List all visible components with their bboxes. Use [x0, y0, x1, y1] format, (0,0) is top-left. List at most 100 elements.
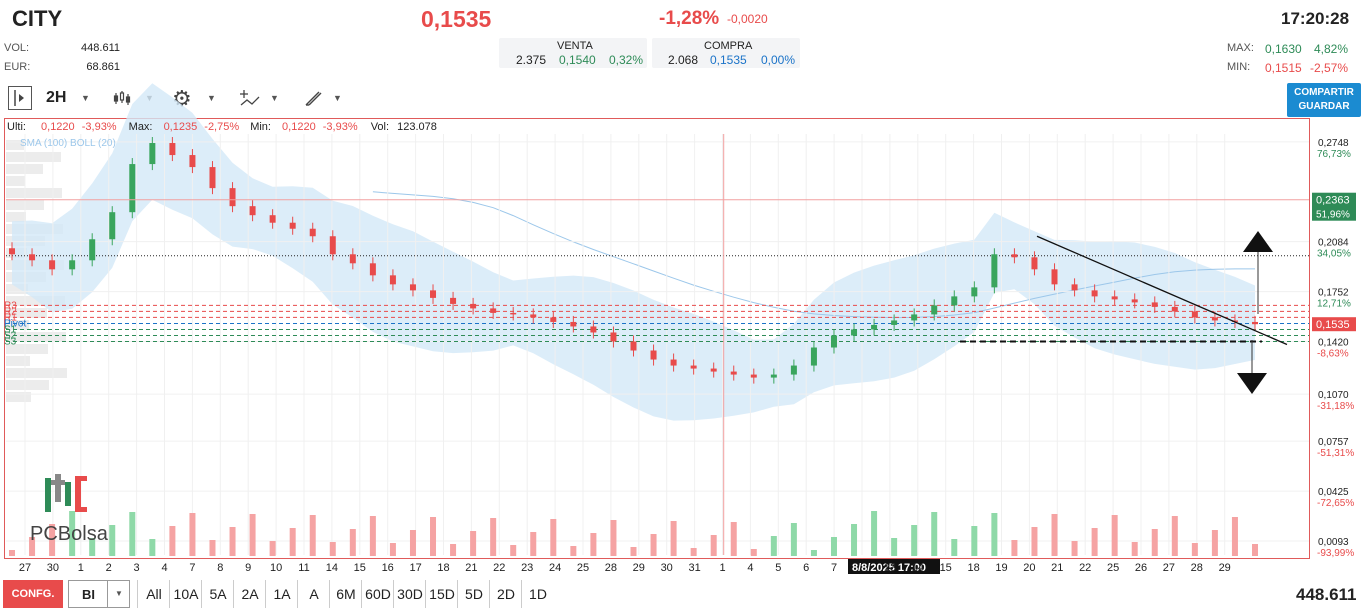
- change-percent: -1,28%: [659, 8, 720, 29]
- chevron-down-icon[interactable]: ▼: [333, 93, 342, 103]
- y-tick-label: 0,1070: [1318, 390, 1349, 401]
- candle-body: [470, 303, 477, 309]
- overlay-legend: SMA (100) BOLL (20): [20, 138, 116, 149]
- period-button-6m[interactable]: 6M: [329, 580, 362, 608]
- volume-profile-bar: [6, 152, 61, 162]
- x-tick-label: 13: [884, 562, 896, 574]
- volume-profile-bar: [6, 188, 62, 198]
- info-bar: Ulti: 0,1220 -3,93% Max: 0,1235 -2,75% M…: [7, 121, 437, 133]
- candle-body: [1111, 296, 1118, 300]
- candle-body: [690, 365, 697, 369]
- pivot-label: R3: [4, 300, 17, 311]
- volume-bar: [1131, 542, 1138, 556]
- candle-body: [750, 374, 757, 378]
- logo-text: PCBolsa: [30, 523, 108, 545]
- volume-bar: [1191, 543, 1198, 556]
- candle-body: [9, 248, 15, 255]
- period-button-all[interactable]: All: [137, 580, 170, 608]
- compra-price: 0,1535: [710, 53, 747, 67]
- x-tick-label: 28: [1191, 562, 1203, 574]
- volume-profile-bar: [6, 332, 66, 342]
- volume-profile-bar: [6, 392, 31, 402]
- mode-divider: [107, 581, 108, 607]
- config-button[interactable]: CONFG.: [3, 580, 63, 608]
- x-tick-label: 1: [78, 562, 84, 574]
- max-label: MAX:: [1227, 42, 1254, 54]
- volume-bar: [750, 549, 757, 556]
- indicators-icon[interactable]: [239, 88, 261, 113]
- volume-bar: [470, 531, 477, 556]
- trend-line: [1036, 235, 1288, 346]
- period-button-30d[interactable]: 30D: [393, 580, 426, 608]
- max-value: 0,1235: [163, 121, 198, 133]
- period-button-2a[interactable]: 2A: [233, 580, 266, 608]
- candle-body: [1051, 269, 1058, 285]
- candle-body: [209, 167, 216, 189]
- save-label: GUARDAR: [1298, 101, 1350, 112]
- pivot-label: Pivot: [4, 318, 26, 329]
- candle-body: [1071, 284, 1078, 291]
- share-save-button[interactable]: COMPARTIR GUARDAR: [1287, 83, 1361, 117]
- chevron-down-icon[interactable]: ▼: [207, 93, 216, 103]
- x-tick-label: 15: [354, 562, 366, 574]
- volume-bar: [309, 515, 316, 556]
- candle-body: [931, 305, 938, 315]
- candle-body: [1252, 321, 1258, 325]
- candles-icon[interactable]: [113, 89, 133, 112]
- x-tick-label: 26: [1135, 562, 1147, 574]
- candle-body: [149, 143, 156, 165]
- interval-select[interactable]: 2H: [46, 89, 67, 106]
- x-tick-label: 29: [633, 562, 645, 574]
- volume-bar: [830, 537, 837, 556]
- period-button-1d[interactable]: 1D: [521, 580, 554, 608]
- y-tick-label: 0,0425: [1318, 487, 1349, 498]
- volume-profile-bar: [6, 212, 26, 222]
- period-button-60d[interactable]: 60D: [361, 580, 394, 608]
- candle-body: [570, 321, 577, 327]
- volume-bar: [810, 550, 817, 556]
- vol-value: 123.078: [397, 121, 437, 133]
- min-value: 0,1220: [282, 121, 316, 133]
- x-tick-label: 2: [106, 562, 112, 574]
- volume-bar: [1171, 516, 1178, 556]
- period-button-15d[interactable]: 15D: [425, 580, 458, 608]
- volume-bar: [1231, 517, 1238, 556]
- candle-body: [289, 222, 296, 229]
- candle-body: [29, 254, 36, 261]
- candle-body: [349, 254, 356, 264]
- volume-bar: [530, 532, 537, 556]
- period-button-a[interactable]: A: [297, 580, 330, 608]
- share-label: COMPARTIR: [1294, 87, 1354, 98]
- volume-bar: [891, 538, 898, 556]
- period-button-2d[interactable]: 2D: [489, 580, 522, 608]
- volume-profile-bar: [6, 140, 24, 150]
- volume-bar: [69, 511, 76, 556]
- x-tick-label: 18: [437, 562, 449, 574]
- volume-bar: [29, 537, 36, 556]
- volume-bar: [289, 528, 296, 556]
- draw-icon[interactable]: [303, 88, 323, 113]
- price-marker-label: 0,2363: [1316, 195, 1350, 207]
- volume-bar: [369, 516, 376, 556]
- venta-price: 0,1540: [559, 53, 596, 67]
- period-button-5d[interactable]: 5D: [457, 580, 490, 608]
- chart-frame: [4, 118, 1310, 559]
- mode-select[interactable]: BI ▼: [68, 580, 130, 608]
- period-button-1a[interactable]: 1A: [265, 580, 298, 608]
- x-tick-label: 14: [912, 562, 924, 574]
- period-button-5a[interactable]: 5A: [201, 580, 234, 608]
- volume-bar: [710, 535, 717, 556]
- chevron-down-icon[interactable]: ▼: [270, 93, 279, 103]
- y-tick-label: 0,1420: [1318, 337, 1349, 348]
- price-marker-pct: 51,96%: [1316, 210, 1350, 221]
- x-tick-label: 21: [465, 562, 477, 574]
- panel-toggle-icon[interactable]: [8, 86, 32, 110]
- x-tick-label: 3: [134, 562, 140, 574]
- period-button-10a[interactable]: 10A: [169, 580, 202, 608]
- chevron-down-icon[interactable]: ▼: [81, 93, 90, 103]
- candle-body: [550, 317, 557, 322]
- x-tick-label: 27: [1163, 562, 1175, 574]
- chevron-down-icon[interactable]: ▼: [115, 589, 123, 598]
- y-tick-label: 0,1752: [1318, 288, 1349, 299]
